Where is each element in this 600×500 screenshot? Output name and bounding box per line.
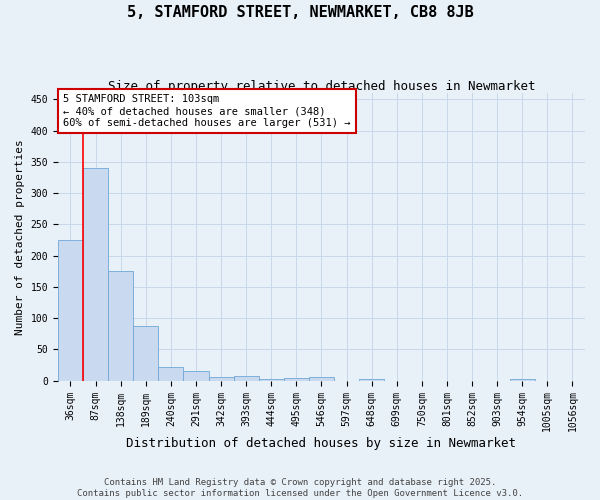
Bar <box>259 378 284 380</box>
Text: Contains HM Land Registry data © Crown copyright and database right 2025.
Contai: Contains HM Land Registry data © Crown c… <box>77 478 523 498</box>
Text: 5, STAMFORD STREET, NEWMARKET, CB8 8JB: 5, STAMFORD STREET, NEWMARKET, CB8 8JB <box>127 5 473 20</box>
Bar <box>233 376 259 380</box>
Bar <box>58 240 83 380</box>
Bar <box>158 367 184 380</box>
Bar <box>309 378 334 380</box>
Title: Size of property relative to detached houses in Newmarket: Size of property relative to detached ho… <box>108 80 535 93</box>
Bar <box>133 326 158 380</box>
Bar <box>184 371 209 380</box>
X-axis label: Distribution of detached houses by size in Newmarket: Distribution of detached houses by size … <box>127 437 517 450</box>
Bar <box>209 378 233 380</box>
Bar <box>83 168 108 380</box>
Bar <box>108 271 133 380</box>
Bar <box>284 378 309 380</box>
Text: 5 STAMFORD STREET: 103sqm
← 40% of detached houses are smaller (348)
60% of semi: 5 STAMFORD STREET: 103sqm ← 40% of detac… <box>63 94 350 128</box>
Y-axis label: Number of detached properties: Number of detached properties <box>15 139 25 334</box>
